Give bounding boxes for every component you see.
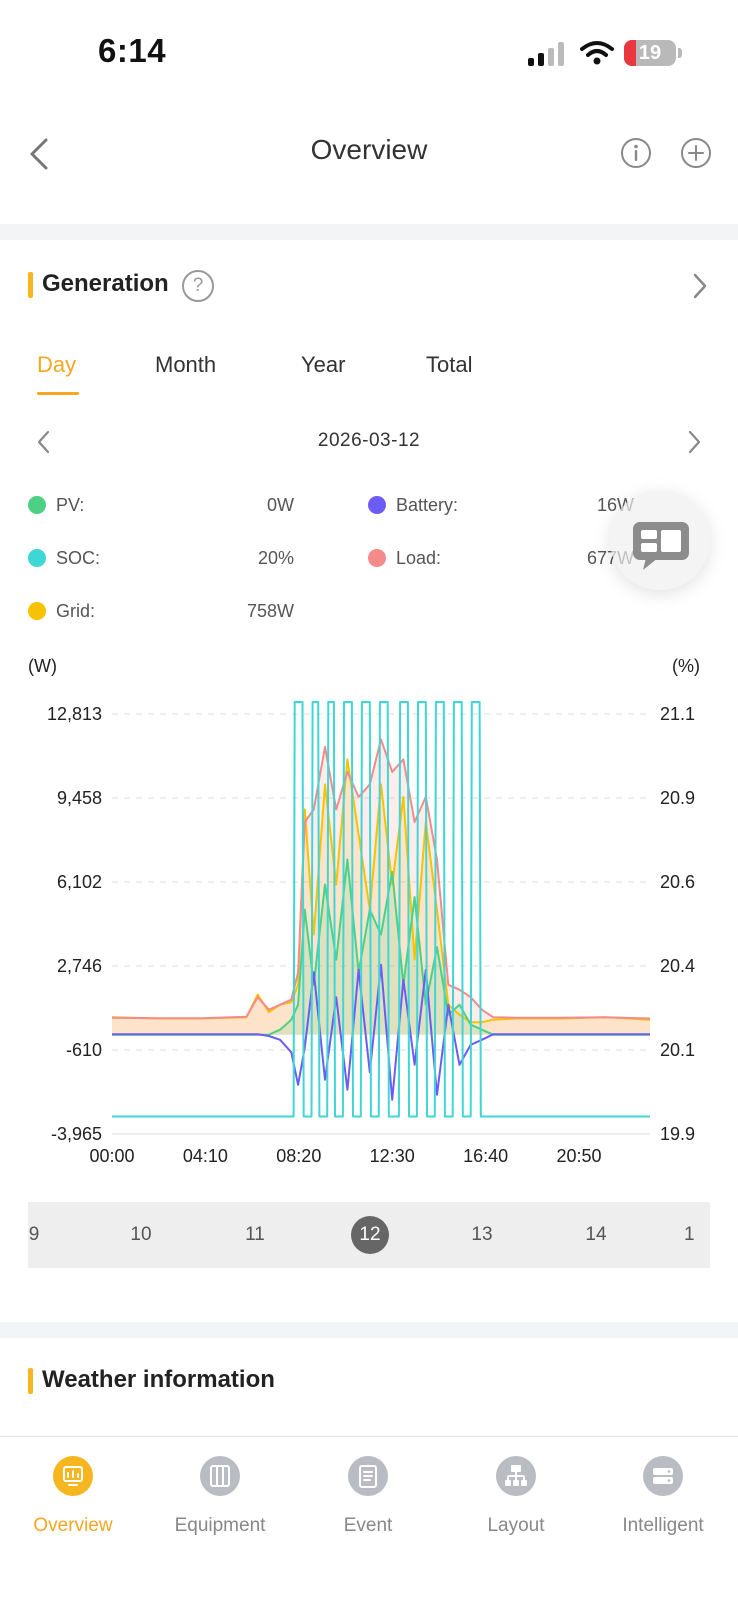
selected-date: 2026-03-12 <box>317 430 421 451</box>
battery-legend-dot <box>368 496 386 514</box>
status-time: 6:14 <box>98 32 167 69</box>
series-area-grid <box>112 759 650 1035</box>
date-strip-day[interactable]: 10 <box>130 1224 152 1245</box>
help-icon[interactable]: ? <box>182 270 214 302</box>
page-title: Overview <box>310 134 428 165</box>
tab-day[interactable]: Day <box>37 352 77 377</box>
equipment-nav-icon[interactable] <box>200 1456 240 1496</box>
generation-title: Generation <box>42 270 169 297</box>
chevron-right-icon[interactable] <box>690 270 710 302</box>
date-strip-day[interactable]: 1 <box>684 1224 695 1245</box>
y-left-tick-label: -3,965 <box>51 1124 102 1144</box>
section-accent-bar <box>28 272 33 298</box>
battery-cap <box>678 48 682 58</box>
tab-total[interactable]: Total <box>426 352 473 377</box>
date-strip-day[interactable]: 13 <box>471 1224 493 1245</box>
event-nav-icon[interactable] <box>348 1456 388 1496</box>
floating-chat-button[interactable] <box>610 490 710 590</box>
grid-value: 758W <box>246 601 294 621</box>
nav-overview[interactable]: Overview <box>33 1515 113 1536</box>
y-left-tick-label: -610 <box>66 1040 102 1060</box>
pv-value: 0W <box>267 495 294 515</box>
series-area-load <box>112 739 650 1035</box>
battery-label: Battery: <box>396 495 459 515</box>
x-tick-label: 20:50 <box>556 1146 601 1166</box>
y-right-tick-label: 20.9 <box>660 788 695 808</box>
series-area-pv <box>112 859 650 1035</box>
nav-event[interactable]: Event <box>343 1515 393 1536</box>
y-left-tick-label: 6,102 <box>57 872 102 892</box>
series-line-soc <box>112 701 650 1118</box>
info-icon[interactable] <box>620 137 652 169</box>
grid-legend-dot <box>28 602 46 620</box>
left-axis-unit: (W) <box>28 656 57 676</box>
series-line-pv <box>112 858 650 1036</box>
y-left-tick-label: 12,813 <box>47 704 102 724</box>
y-right-tick-label: 21.1 <box>660 704 695 724</box>
battery-icon: 19 <box>624 40 676 66</box>
load-legend-dot <box>368 549 386 567</box>
x-tick-label: 08:20 <box>276 1146 321 1166</box>
date-strip-selected-day[interactable]: 12 <box>351 1216 389 1254</box>
nav-layout[interactable]: Layout <box>487 1515 545 1536</box>
soc-legend-dot <box>28 549 46 567</box>
chat-dashboard-icon <box>633 522 689 570</box>
layout-nav-icon[interactable] <box>496 1456 536 1496</box>
y-right-tick-label: 20.1 <box>660 1040 695 1060</box>
y-right-tick-label: 20.6 <box>660 872 695 892</box>
soc-label: SOC: <box>56 548 101 568</box>
battery-level: 19 <box>638 42 662 64</box>
date-strip-day[interactable]: 11 <box>245 1224 265 1245</box>
back-chevron-icon[interactable] <box>24 134 54 174</box>
overview-nav-icon[interactable] <box>53 1456 93 1496</box>
date-strip-day[interactable]: 14 <box>585 1224 607 1245</box>
section-separator <box>0 1322 738 1338</box>
intelligent-nav-icon[interactable] <box>643 1456 683 1496</box>
tab-month[interactable]: Month <box>155 352 217 377</box>
pv-label: PV: <box>56 495 85 515</box>
cellular-signal-icon <box>528 42 564 66</box>
y-left-tick-label: 2,746 <box>57 956 102 976</box>
weather-title: Weather information <box>42 1366 275 1393</box>
grid-label: Grid: <box>56 601 96 621</box>
section-accent-bar <box>28 1368 33 1394</box>
y-left-tick-label: 9,458 <box>57 788 102 808</box>
next-date-icon[interactable] <box>684 428 704 456</box>
nav-equipment[interactable]: Equipment <box>174 1515 266 1536</box>
x-tick-label: 00:00 <box>89 1146 134 1166</box>
date-strip-day[interactable]: 9 <box>28 1224 40 1245</box>
tab-year[interactable]: Year <box>301 352 346 377</box>
wifi-icon <box>580 41 614 65</box>
prev-date-icon[interactable] <box>34 428 54 456</box>
add-icon[interactable] <box>680 137 712 169</box>
x-tick-label: 12:30 <box>370 1146 415 1166</box>
load-label: Load: <box>396 548 442 568</box>
y-right-tick-label: 19.9 <box>660 1124 695 1144</box>
generation-chart[interactable]: 12,813 21.1 9,458 20.9 6,102 20.6 2,746 20.4 -61… <box>0 690 738 1170</box>
x-tick-label: 16:40 <box>463 1146 508 1166</box>
nav-intelligent[interactable]: Intelligent <box>622 1515 704 1536</box>
active-tab-indicator <box>37 392 79 395</box>
y-right-tick-label: 20.4 <box>660 956 695 976</box>
x-tick-label: 04:10 <box>183 1146 228 1166</box>
soc-value: 20% <box>257 548 294 568</box>
pv-legend-dot <box>28 496 46 514</box>
right-axis-unit: (%) <box>672 656 700 676</box>
section-separator <box>0 224 738 240</box>
